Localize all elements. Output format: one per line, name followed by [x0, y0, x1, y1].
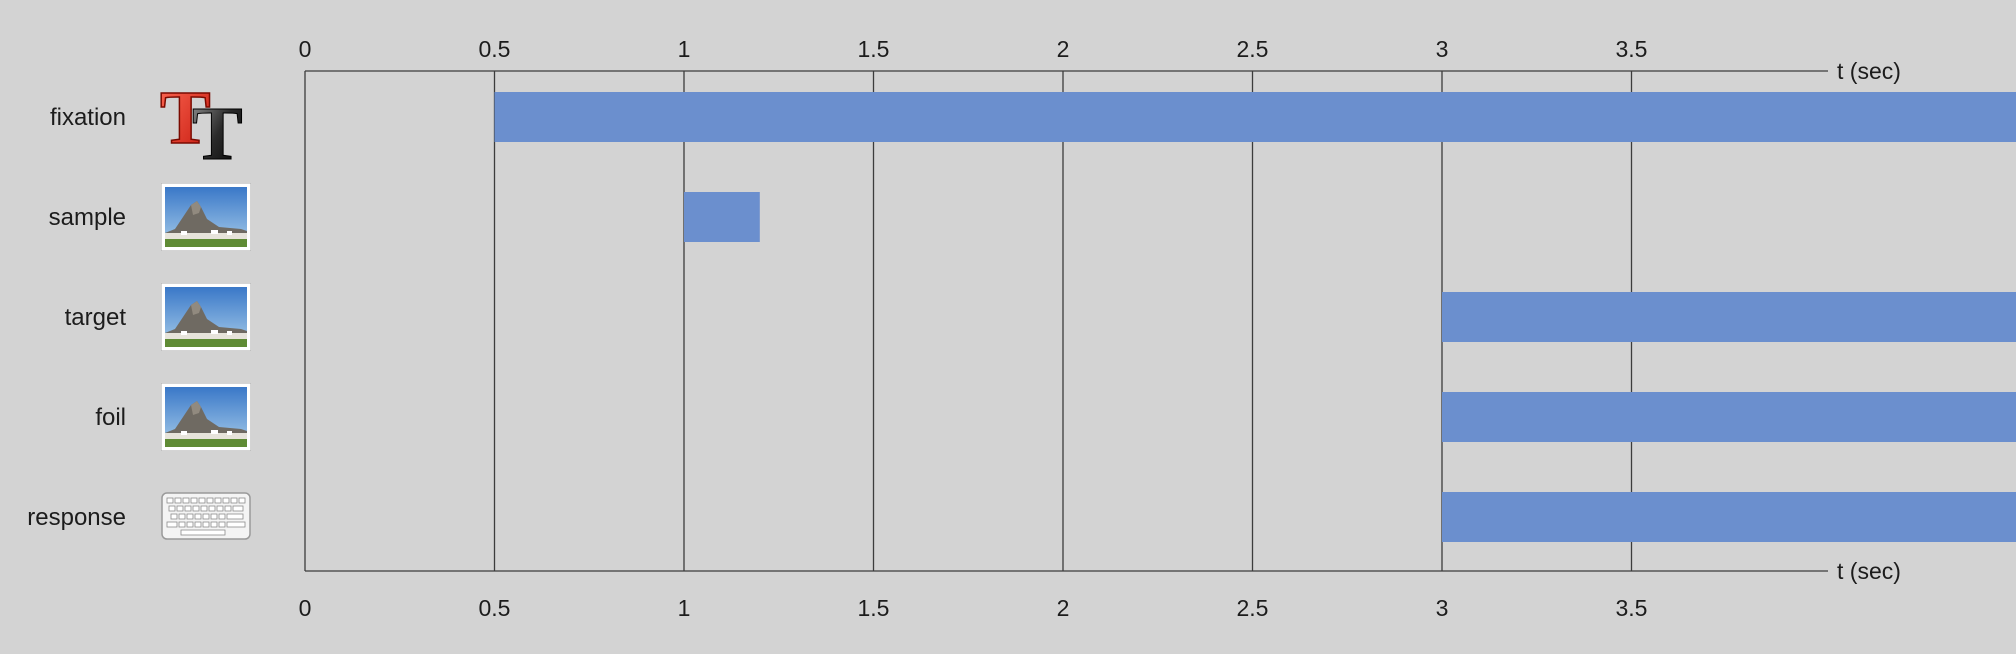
keyboard-icon [161, 492, 251, 540]
gridlines [304, 71, 1633, 571]
top-tick-label: 3 [1436, 36, 1449, 62]
component-bar-target [1442, 292, 2016, 342]
component-bars [494, 92, 2016, 542]
component-label-sample: sample [49, 204, 126, 231]
bottom-tick-label: 3 [1436, 595, 1449, 621]
component-labels: fixation sample target foil response [27, 104, 126, 531]
top-tick-label: 0 [299, 36, 312, 62]
bottom-tick-label: 0 [299, 595, 312, 621]
top-tick-label: 3.5 [1616, 36, 1648, 62]
top-tick-label: 2.5 [1237, 36, 1269, 62]
component-label-foil: foil [95, 404, 126, 431]
top-tick-label: 2 [1057, 36, 1070, 62]
top-axis-unit-label: t (sec) [1837, 58, 1901, 84]
image-stimulus-icon [161, 283, 251, 351]
component-label-fixation: fixation [50, 104, 126, 131]
top-tick-label: 1.5 [858, 36, 890, 62]
bottom-tick-label: 1.5 [858, 595, 890, 621]
bottom-axis-unit-label: t (sec) [1837, 558, 1901, 584]
component-bar-sample [684, 192, 760, 242]
top-tick-label: 0.5 [479, 36, 511, 62]
image-stimulus-icon [161, 183, 251, 251]
component-bar-response [1442, 492, 2016, 542]
bottom-tick-label: 3.5 [1616, 595, 1648, 621]
component-icons [159, 75, 251, 540]
text-stimulus-icon [159, 75, 244, 165]
component-bar-fixation [494, 92, 2016, 142]
bottom-tick-label: 0.5 [479, 595, 511, 621]
component-bar-foil [1442, 392, 2016, 442]
component-label-response: response [27, 504, 126, 531]
time-axes: 0 0 0.5 0.5 1 1 1.5 1.5 2 2 2.5 2.5 3 3 3.5 3.5 t (sec) t… [299, 36, 1901, 621]
bottom-tick-label: 2.5 [1237, 595, 1269, 621]
component-label-target: target [65, 304, 127, 331]
bottom-tick-label: 1 [678, 595, 691, 621]
bottom-tick-label: 2 [1057, 595, 1070, 621]
top-tick-label: 1 [678, 36, 691, 62]
image-stimulus-icon [161, 383, 251, 451]
